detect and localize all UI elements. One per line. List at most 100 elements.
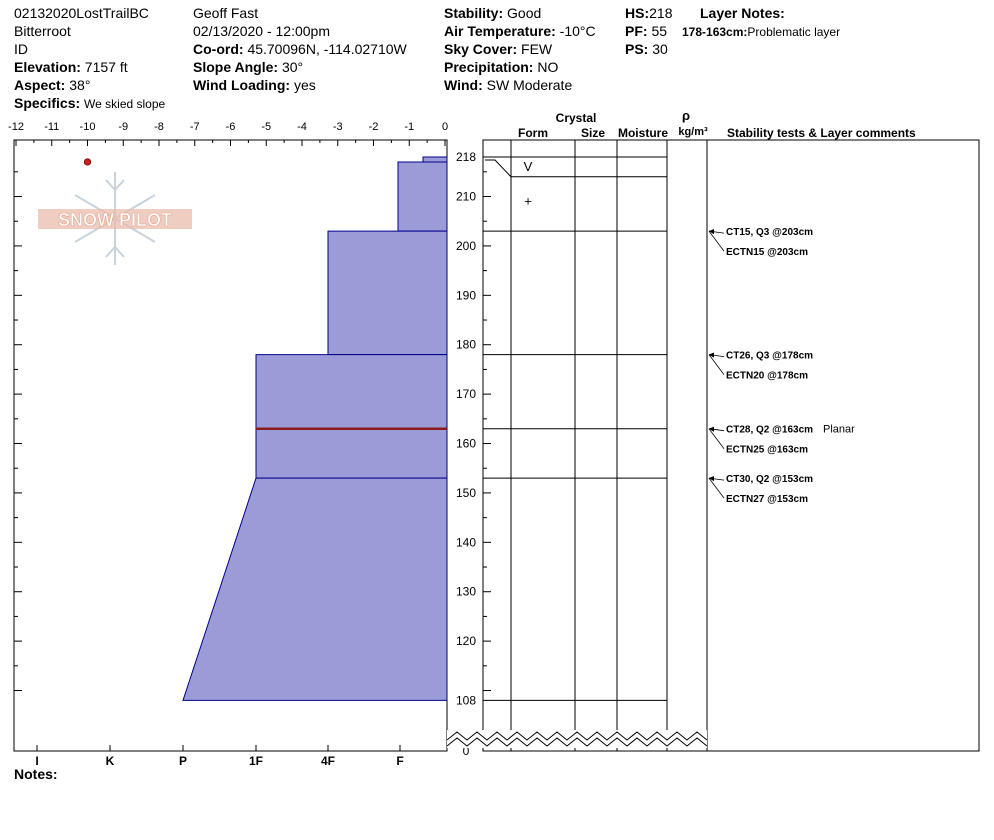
axis-break-line <box>446 737 708 747</box>
wind-loading-label: Wind Loading: <box>193 77 291 93</box>
air-temp-row: Air Temperature: -10°C <box>444 22 596 40</box>
specifics-row: Specifics: We skied slope <box>14 94 165 113</box>
air-temp-value: -10°C <box>559 23 596 39</box>
ps-value: 30 <box>652 41 668 57</box>
layer-notes-label: Layer Notes: <box>700 5 785 21</box>
hardness-layer-0 <box>422 156 448 163</box>
ps-label: PS: <box>625 41 649 57</box>
height-label: 210 <box>456 190 476 204</box>
layer-note-range: 178-163cm: <box>682 25 748 39</box>
test-arrow <box>709 352 714 358</box>
hs-label: HS: <box>625 5 650 21</box>
height-label: 218 <box>456 150 476 164</box>
pf-row: PF: 55 <box>625 22 667 40</box>
test-pointer <box>708 354 725 375</box>
height-label: 0 <box>463 744 470 758</box>
hardness-layer-4 <box>182 477 448 701</box>
stability-test-label: ECTN20 @178cm <box>726 371 808 382</box>
rho-header: ρ <box>682 108 690 123</box>
hardness-layer-3 <box>255 354 448 479</box>
stability-test-comment: Planar <box>823 424 855 436</box>
precip-label: Precipitation: <box>444 59 534 75</box>
temp-tick-label: -4 <box>297 121 307 133</box>
break-mask <box>447 730 707 748</box>
stability-value: Good <box>507 5 542 21</box>
stability-test-label: CT28, Q2 @163cm <box>726 425 813 436</box>
wind-row: Wind: SW Moderate <box>444 76 572 94</box>
pit-name: 02132020LostTrailBC <box>14 5 149 21</box>
temp-tick-label: -11 <box>44 121 59 133</box>
temp-tick-label: -5 <box>261 121 271 133</box>
temp-tick-label: -1 <box>404 121 414 133</box>
crystal-header: Crystal <box>556 111 597 125</box>
temp-tick-label: -10 <box>80 121 96 133</box>
observer-name: Geoff Fast <box>193 5 259 21</box>
aspect-value: 38° <box>69 77 91 93</box>
stability-test-label: CT30, Q2 @153cm <box>726 474 813 485</box>
stability-test-label: CT26, Q3 @178cm <box>726 351 813 362</box>
pf-label: PF: <box>625 23 648 39</box>
temp-tick-label: 0 <box>442 121 448 133</box>
slope-row: Slope Angle: 30° <box>193 58 303 76</box>
stability-label: Stability: <box>444 5 504 21</box>
sky-value: FEW <box>521 41 553 57</box>
stability-test-label: ECTN27 @153cm <box>726 494 808 505</box>
slope-value: 30° <box>281 59 304 75</box>
hardness-tick-label: 1F <box>249 754 263 768</box>
height-label: 120 <box>456 634 476 648</box>
aspect-label: Aspect: <box>14 77 66 93</box>
slope-label: Slope Angle: <box>193 59 279 75</box>
hardness-layers <box>182 156 448 701</box>
test-arrow <box>709 426 714 432</box>
aspect-row: Aspect: 38° <box>14 76 90 94</box>
hardness-layer-2 <box>327 230 448 356</box>
hardness-tick-label: K <box>106 754 115 768</box>
elevation-label: Elevation: <box>14 59 81 75</box>
hardness-axis: I K P 1F 4F F <box>35 745 404 768</box>
layers-frame <box>482 139 980 752</box>
test-arrow <box>709 476 714 482</box>
hardness-tick-label: F <box>396 754 403 768</box>
specifics-label: Specifics: <box>14 95 81 111</box>
ps-row: PS: 30 <box>625 40 668 58</box>
elevation-value: 7157 ft <box>84 59 128 75</box>
temp-tick-label: -6 <box>226 121 236 133</box>
moisture-header: Moisture <box>618 126 668 140</box>
hardness-tick-label: I <box>35 754 38 768</box>
stability-test-label: CT15, Q3 @203cm <box>726 227 813 238</box>
hs-row: HS:218 <box>625 4 672 22</box>
wind-loading-row: Wind Loading: yes <box>193 76 316 94</box>
height-label: 180 <box>456 338 476 352</box>
wind-label: Wind: <box>444 77 483 93</box>
height-label: 170 <box>456 387 476 401</box>
test-pointer <box>708 230 725 252</box>
height-axis: 218 210 200 190 180 170 160 150 140 130 120 108 0 <box>14 150 491 758</box>
layer-note-text: Problematic layer <box>747 25 841 39</box>
observation-datetime: 02/13/2020 - 12:00pm <box>193 23 330 39</box>
temp-tick-label: -7 <box>190 121 200 133</box>
coord-label: Co-ord: <box>193 41 244 57</box>
precip-row: Precipitation: NO <box>444 58 558 76</box>
test-arrow <box>709 229 714 235</box>
temperature-axis: -12 -11 -10 -9 -8 -7 -6 -5 -4 -3 -2 -1 0 <box>8 121 448 166</box>
axis-break-line <box>446 731 708 741</box>
layer-grid: V+ <box>446 140 708 751</box>
stability-test-label: ECTN25 @163cm <box>726 445 808 456</box>
temp-tick-label: -12 <box>8 121 24 133</box>
height-label: 190 <box>456 288 476 302</box>
crystal-form-symbol: V <box>524 159 533 174</box>
crystal-form-symbol: + <box>524 193 532 208</box>
temp-tick-label: -3 <box>333 121 343 133</box>
height-label: 160 <box>456 437 476 451</box>
boundary-connector <box>485 159 512 178</box>
height-label: 200 <box>456 239 476 253</box>
layer-note-row: 178-163cm:Problematic layer <box>682 23 840 41</box>
stability-row: Stability: Good <box>444 4 541 22</box>
elevation-row: Elevation: 7157 ft <box>14 58 128 76</box>
sky-label: Sky Cover: <box>444 41 518 57</box>
wind-loading-value: yes <box>293 77 316 93</box>
specifics-value: We skied slope <box>84 97 166 111</box>
hardness-tick-label: P <box>179 754 187 768</box>
temp-tick-label: -9 <box>118 121 128 133</box>
snowpilot-logo: SNOW PILOT <box>38 172 192 265</box>
